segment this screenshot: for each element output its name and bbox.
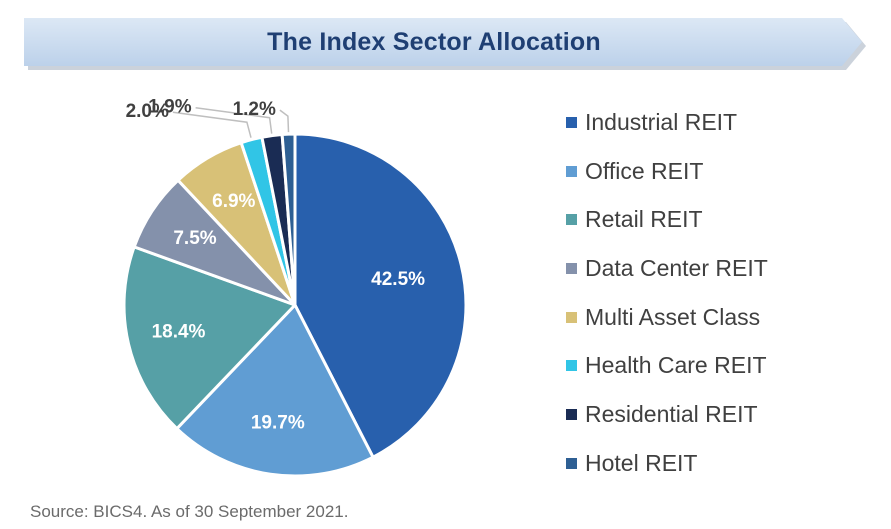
pie-chart: 42.5% 19.7% 18.4% 7.5% 6.9% 2.0%1.9% 1.2% bbox=[122, 97, 468, 478]
legend-item-residential-reit: Residential REIT bbox=[566, 390, 886, 439]
data-label-multi-asset-class: 6.9% bbox=[212, 191, 255, 212]
data-label-health-care-reit: 2.0% bbox=[126, 101, 169, 122]
chart-title: The Index Sector Allocation bbox=[267, 27, 601, 56]
legend-swatch bbox=[566, 360, 577, 372]
legend-swatch bbox=[566, 311, 577, 323]
pie-slice-retail-reit bbox=[122, 245, 297, 431]
data-label-residential-reit: 1.9% bbox=[148, 97, 191, 118]
data-label-data-center-reit: 7.5% bbox=[173, 228, 216, 249]
legend-label: Industrial REIT bbox=[585, 108, 738, 135]
legend-item-multi-asset-class: Multi Asset Class bbox=[566, 293, 886, 342]
title-banner bbox=[24, 18, 866, 70]
legend-label: Multi Asset Class bbox=[585, 303, 761, 330]
legend-swatch bbox=[566, 457, 577, 469]
legend-swatch bbox=[566, 116, 577, 128]
leader-line-hotel-reit bbox=[279, 109, 290, 133]
pie-slice-industrial-reit bbox=[293, 132, 468, 459]
pie-slice-office-reit bbox=[175, 303, 375, 478]
data-label-industrial-reit: 42.5% bbox=[371, 269, 425, 290]
legend-label: Data Center REIT bbox=[585, 254, 768, 281]
legend-item-retail-reit: Retail REIT bbox=[566, 195, 886, 244]
legend-item-data-center-reit: Data Center REIT bbox=[566, 244, 886, 293]
legend-swatch bbox=[566, 165, 577, 177]
legend-item-health-care-reit: Health Care REIT bbox=[566, 341, 886, 390]
legend-label: Hotel REIT bbox=[585, 449, 698, 476]
leader-line-health-care-reit bbox=[172, 111, 252, 138]
legend-swatch bbox=[566, 408, 577, 420]
legend-label: Residential REIT bbox=[585, 400, 758, 427]
pie-slice-hotel-reit bbox=[280, 132, 297, 307]
source-note: Source: BICS4. As of 30 September 2021. bbox=[30, 502, 349, 521]
data-label-office-reit: 19.7% bbox=[251, 413, 305, 434]
legend-swatch bbox=[566, 214, 577, 226]
legend-swatch bbox=[566, 262, 577, 274]
legend: Industrial REIT Office REIT Retail REIT Dat… bbox=[566, 98, 886, 488]
legend-item-office-reit: Office REIT bbox=[566, 147, 886, 196]
legend-label: Retail REIT bbox=[585, 206, 703, 233]
legend-item-industrial-reit: Industrial REIT bbox=[566, 98, 886, 147]
legend-item-hotel-reit: Hotel REIT bbox=[566, 439, 886, 488]
leader-line-residential-reit bbox=[195, 106, 273, 134]
legend-label: Office REIT bbox=[585, 157, 704, 184]
legend-label: Health Care REIT bbox=[585, 352, 767, 379]
data-label-retail-reit: 18.4% bbox=[152, 321, 206, 342]
data-label-hotel-reit: 1.2% bbox=[233, 99, 276, 120]
